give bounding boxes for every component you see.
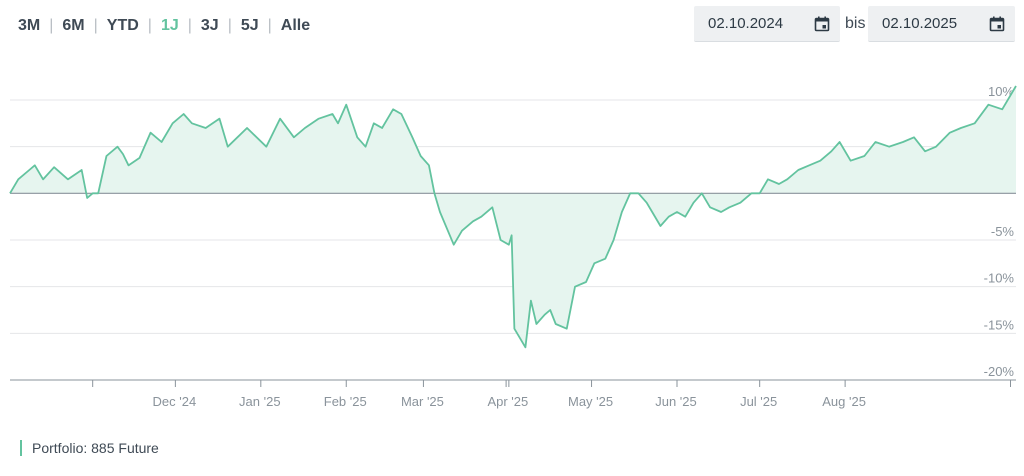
chart-legend[interactable]: Portfolio: 885 Future: [20, 440, 159, 456]
start-date-value: 02.10.2024: [708, 15, 784, 32]
x-tick-label: Jan '25: [239, 394, 281, 409]
x-tick-label: Mar '25: [401, 394, 444, 409]
y-tick-label: 10%: [988, 84, 1014, 99]
range-separator: |: [227, 17, 232, 34]
x-tick-label: Dec '24: [153, 394, 197, 409]
x-tick-label: Aug '25: [822, 394, 866, 409]
start-date-input[interactable]: 02.10.2024: [694, 6, 840, 42]
y-tick-label: -5%: [991, 224, 1015, 239]
range-6m-button[interactable]: 6M: [62, 17, 85, 34]
series-line: [9, 85, 1017, 349]
range-separator: |: [49, 17, 54, 34]
x-tick-label: Jul '25: [740, 394, 777, 409]
x-tick-label: Apr '25: [487, 394, 528, 409]
range-ytd-button[interactable]: YTD: [106, 17, 139, 34]
end-date-value: 02.10.2025: [882, 15, 958, 32]
range-separator: |: [147, 17, 152, 34]
date-separator-label: bis: [845, 15, 866, 32]
range-1j-button[interactable]: 1J: [160, 17, 179, 34]
range-selector: 3M | 6M | YTD | 1J | 3J | 5J | Alle: [18, 14, 310, 38]
y-tick-label: -10%: [984, 271, 1015, 286]
calendar-icon[interactable]: [814, 16, 830, 32]
legend-label: Portfolio: 885 Future: [32, 440, 159, 456]
x-tick-label: May '25: [568, 394, 613, 409]
range-alle-button[interactable]: Alle: [280, 17, 311, 34]
range-3j-button[interactable]: 3J: [200, 17, 219, 34]
legend-swatch: [20, 440, 22, 456]
end-date-input[interactable]: 02.10.2025: [868, 6, 1015, 42]
range-separator: |: [187, 17, 192, 34]
range-5j-button[interactable]: 5J: [240, 17, 259, 34]
y-tick-label: -15%: [984, 317, 1015, 332]
range-separator: |: [267, 17, 272, 34]
x-tick-label: Feb '25: [324, 394, 367, 409]
range-separator: |: [93, 17, 98, 34]
area-fill: [10, 86, 1016, 348]
calendar-icon[interactable]: [989, 16, 1005, 32]
x-tick-label: Jun '25: [655, 394, 697, 409]
range-3m-button[interactable]: 3M: [18, 17, 41, 34]
y-tick-label: -20%: [984, 364, 1015, 379]
